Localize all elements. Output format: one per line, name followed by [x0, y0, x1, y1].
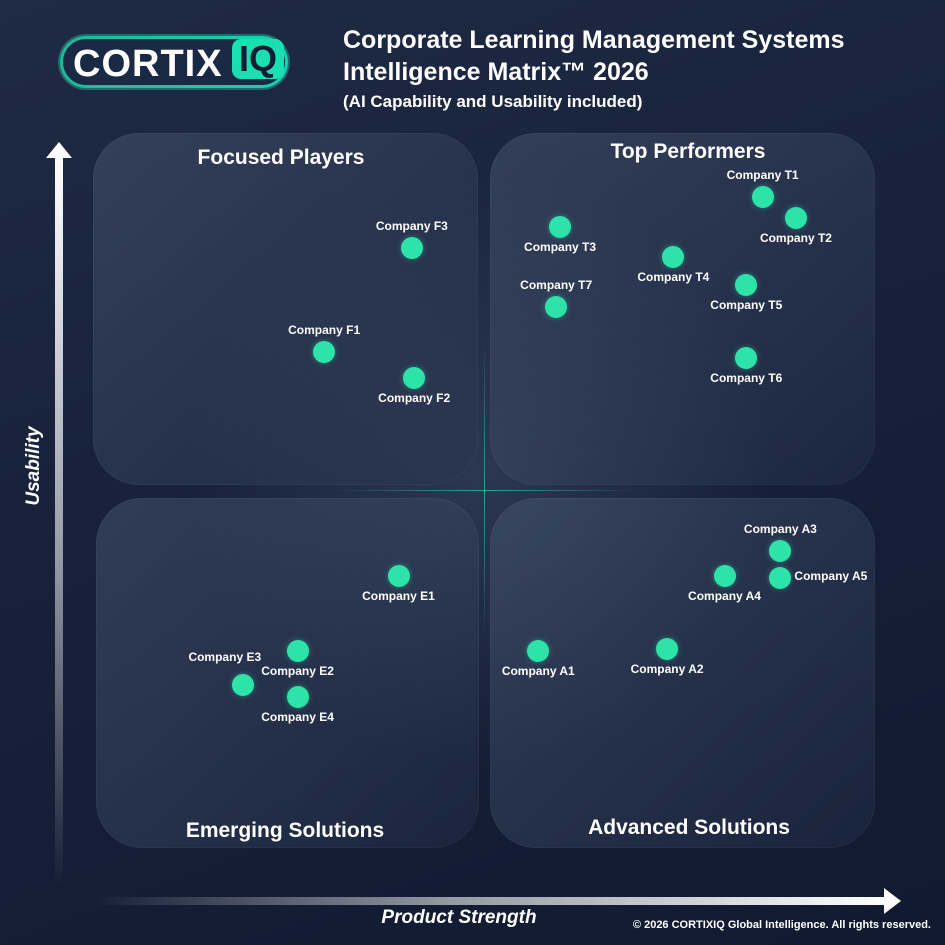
quadrant-advanced-solutions — [490, 498, 875, 848]
company-t3-point — [549, 215, 572, 238]
quadrant-focused-players — [93, 133, 478, 485]
y-axis-arrowhead — [46, 142, 72, 158]
quadrant-title-advanced: Advanced Solutions — [588, 816, 790, 839]
quadrant-title-focused: Focused Players — [197, 146, 365, 169]
company-e4-point — [286, 686, 309, 709]
company-a5-point — [769, 566, 792, 589]
logo-word: CORTIX — [73, 43, 223, 85]
y-axis-arrow — [55, 156, 63, 886]
company-t5-point — [735, 274, 758, 297]
company-t6-point — [735, 347, 758, 370]
company-e3-point — [232, 674, 255, 697]
company-a5-label: Company A5 — [794, 568, 868, 583]
company-e1-point — [387, 565, 410, 588]
company-f3-point — [400, 236, 423, 259]
company-f3-label: Company F3 — [375, 218, 448, 233]
company-a4-label: Company A4 — [688, 588, 761, 603]
quadrant-title-top: Top Performers — [610, 140, 766, 163]
company-a4-point — [713, 564, 736, 587]
company-t7-point — [545, 295, 568, 318]
chart-title-line2: Intelligence Matrix™ 2026 — [343, 58, 649, 86]
company-f2-label: Company F2 — [378, 391, 451, 406]
company-a1-point — [527, 639, 550, 662]
company-a2-point — [656, 638, 679, 661]
company-a3-label: Company A3 — [743, 522, 817, 537]
company-t4-label: Company T4 — [637, 269, 710, 284]
company-t2-point — [784, 206, 807, 229]
chart-subtitle: (AI Capability and Usability included) — [343, 92, 643, 111]
company-t3-label: Company T3 — [524, 239, 597, 254]
company-e1-label: Company E1 — [362, 589, 435, 604]
quadrant-emerging-solutions — [96, 498, 479, 848]
crosshair-horizontal — [330, 490, 640, 491]
company-f2-point — [403, 367, 426, 390]
copyright-notice: © 2026 CORTIXIQ Global Intelligence. All… — [632, 919, 931, 931]
company-e3-label: Company E3 — [188, 650, 262, 665]
logo-badge: IQ — [232, 39, 284, 79]
company-e4-label: Company E4 — [261, 710, 334, 725]
company-e2-label: Company E2 — [261, 663, 334, 678]
company-t7-label: Company T7 — [520, 277, 593, 292]
company-f1-label: Company F1 — [288, 322, 361, 337]
company-t5-label: Company T5 — [710, 298, 783, 313]
company-t6-label: Company T6 — [710, 371, 783, 386]
company-e2-point — [286, 639, 309, 662]
logo-badge-text: IQ — [238, 38, 277, 79]
y-axis-label: Usability — [23, 426, 44, 506]
company-f1-point — [313, 340, 336, 363]
company-a3-point — [769, 540, 792, 563]
x-axis-label: Product Strength — [381, 907, 537, 928]
quadrant-title-emerging: Emerging Solutions — [185, 819, 385, 842]
chart-title-line1: Corporate Learning Management Systems — [343, 26, 845, 54]
crosshair-vertical — [484, 340, 485, 640]
company-t2-label: Company T2 — [759, 230, 832, 245]
company-a1-label: Company A1 — [501, 663, 575, 678]
company-a2-label: Company A2 — [630, 662, 704, 677]
company-t4-point — [662, 245, 685, 268]
x-axis-arrowhead — [884, 888, 901, 914]
x-axis-arrow — [90, 897, 885, 905]
company-t1-label: Company T1 — [726, 168, 799, 183]
cortixiq-logo: CORTIX IQ — [60, 36, 288, 88]
company-t1-point — [751, 186, 774, 209]
